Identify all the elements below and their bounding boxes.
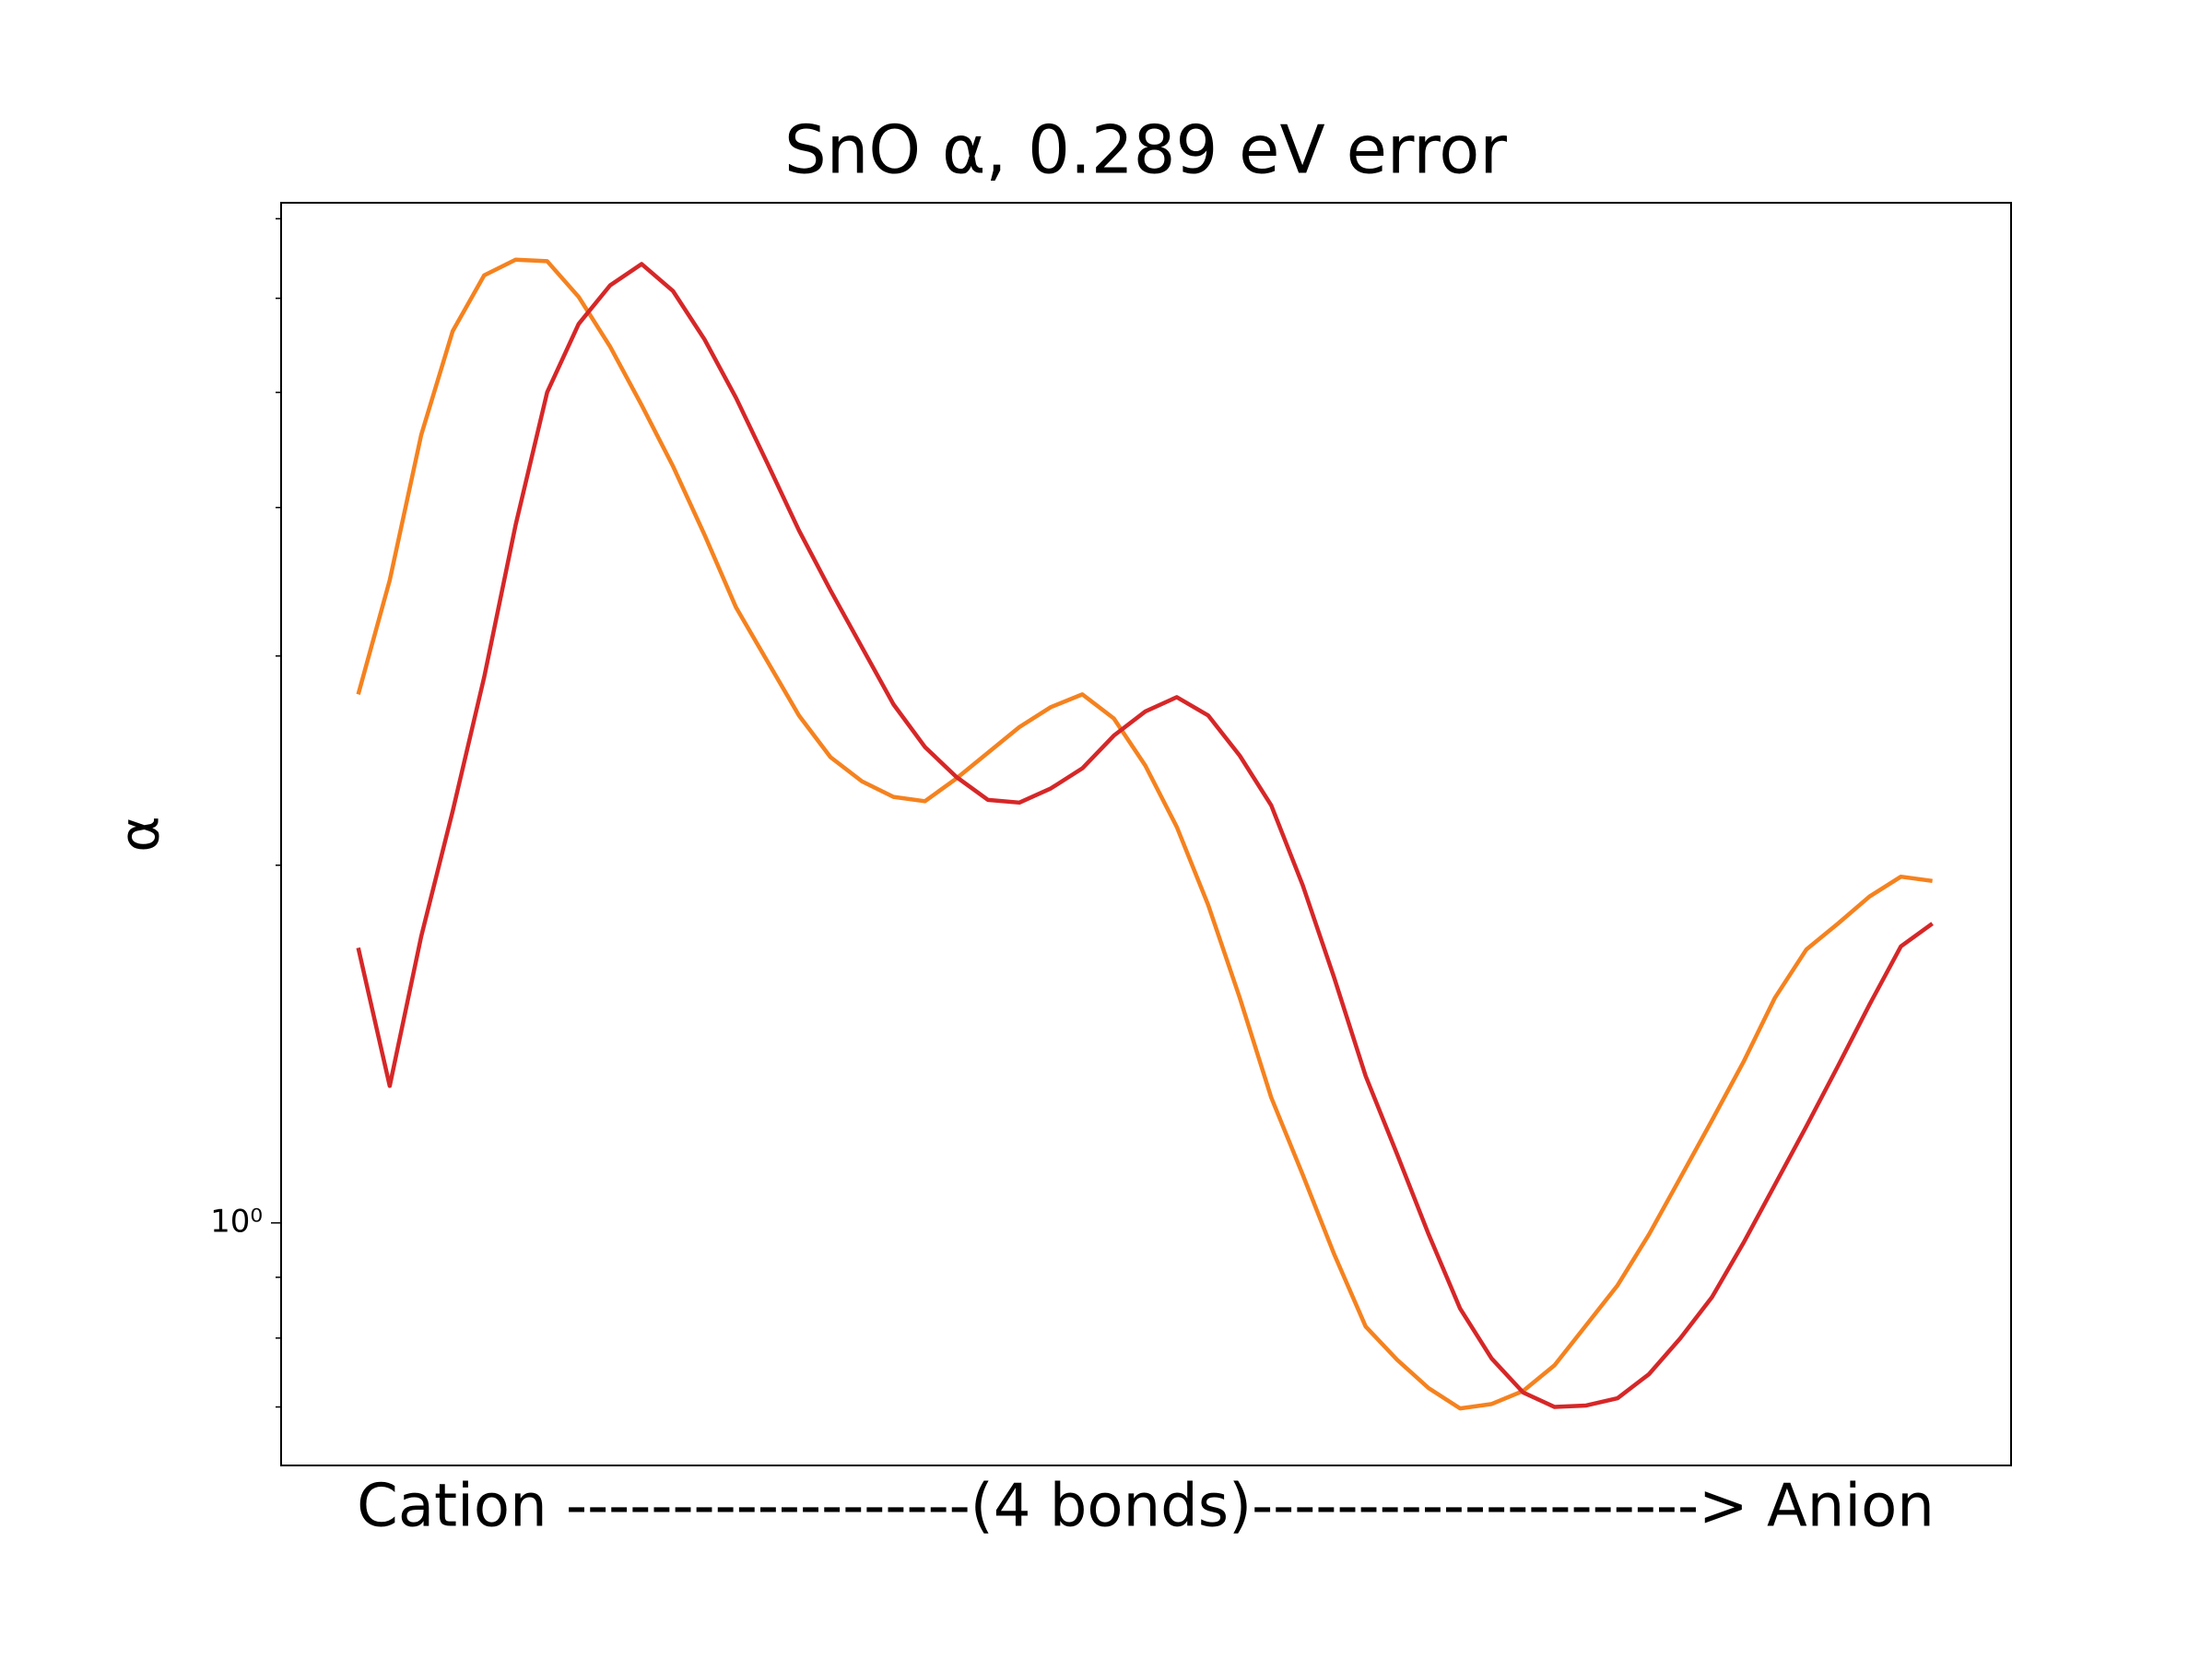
plot-frame [280, 202, 2012, 1466]
series-line [356, 257, 1933, 1411]
chart-title: SnO α, 0.289 eV error [784, 112, 1507, 189]
x-axis-label: Cation -------------------(4 bonds)-----… [357, 1473, 1935, 1541]
series-line [356, 262, 1934, 1409]
y-tick-label: 10⁰ [210, 1203, 263, 1240]
y-axis-label: α [108, 816, 172, 853]
